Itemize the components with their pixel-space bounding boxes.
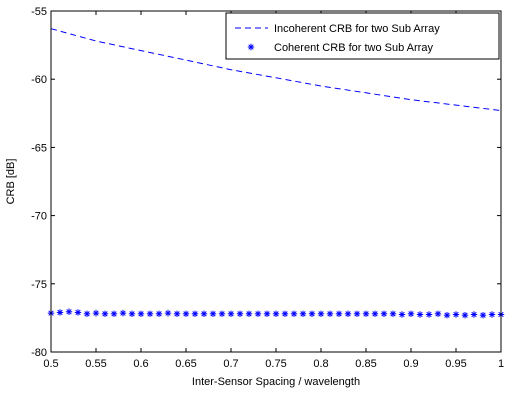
data-point-coherent [74, 309, 82, 316]
data-point-coherent [353, 310, 361, 318]
plot-area [47, 28, 505, 319]
data-point-coherent [245, 310, 253, 318]
data-point-coherent [290, 310, 298, 318]
x-tick-label: 0.9 [403, 358, 418, 370]
data-point-coherent [137, 310, 145, 318]
y-tick-label: -70 [31, 211, 47, 223]
data-point-coherent [272, 310, 280, 318]
data-point-coherent [209, 310, 217, 318]
legend-box [225, 12, 500, 60]
y-axis-label: CRB [dB] [5, 159, 17, 205]
data-point-coherent [461, 311, 469, 319]
y-tick-label: -80 [31, 347, 47, 359]
legend-label-coherent: Coherent CRB for two Sub Array [274, 42, 433, 54]
data-point-coherent [335, 310, 343, 318]
data-point-coherent [227, 310, 235, 318]
data-point-coherent [254, 310, 262, 318]
legend-swatch-coherent [247, 43, 255, 51]
data-point-coherent [119, 309, 127, 317]
data-point-coherent [362, 310, 370, 318]
data-point-coherent [416, 311, 424, 318]
data-point-coherent [389, 310, 397, 318]
data-point-coherent [443, 311, 451, 319]
data-point-coherent [218, 310, 226, 318]
axis-ticks: 0.5 0.55 0.6 0.65 0.7 0.75 0.8 0.85 0.9 0.95 1 -80 -… [31, 6, 504, 370]
data-point-coherent [479, 311, 487, 319]
data-point-coherent [101, 310, 109, 318]
data-point-coherent [200, 310, 208, 318]
data-point-coherent [434, 310, 442, 318]
data-point-coherent [110, 310, 118, 318]
data-point-coherent [425, 311, 433, 318]
data-point-coherent [371, 310, 379, 318]
data-point-coherent [407, 310, 415, 318]
x-tick-label: 0.75 [265, 358, 286, 370]
data-point-coherent [380, 310, 388, 318]
data-point-coherent [344, 310, 352, 318]
x-tick-label: 0.5 [43, 358, 58, 370]
x-tick-label: 0.65 [175, 358, 196, 370]
data-point-coherent [155, 310, 163, 318]
data-point-coherent [56, 309, 64, 316]
x-tick-label: 0.85 [355, 358, 376, 370]
data-point-coherent [326, 310, 334, 318]
legend-marker-asterisk [247, 43, 255, 51]
x-tick-label: 0.95 [445, 358, 466, 370]
series-line-incoherent [50, 28, 502, 112]
x-axis-label: Inter-Sensor Spacing / wavelength [192, 376, 360, 388]
x-tick-label: 0.6 [133, 358, 148, 370]
data-point-coherent [191, 310, 199, 318]
data-point-coherent [128, 310, 136, 318]
data-point-coherent [92, 309, 100, 317]
data-point-coherent [281, 310, 289, 318]
data-point-coherent [263, 310, 271, 318]
data-point-coherent [146, 310, 154, 318]
data-point-coherent [65, 308, 73, 315]
data-point-coherent [470, 311, 478, 318]
legend-label-incoherent: Incoherent CRB for two Sub Array [274, 23, 440, 35]
y-tick-label: -60 [31, 74, 47, 86]
data-point-coherent [182, 310, 190, 318]
data-point-coherent [308, 310, 316, 318]
legend: Incoherent CRB for two Sub Array Coheren… [225, 12, 500, 60]
data-point-coherent [398, 311, 406, 318]
y-tick-label: -75 [31, 279, 47, 291]
data-point-coherent [164, 309, 172, 317]
y-tick-label: -55 [31, 6, 47, 18]
data-point-coherent [83, 310, 91, 318]
data-point-coherent [236, 310, 244, 318]
data-point-coherent [173, 310, 181, 318]
data-point-coherent [488, 311, 496, 318]
x-tick-label: 0.8 [313, 358, 328, 370]
data-point-coherent [317, 310, 325, 318]
x-tick-label: 0.7 [223, 358, 238, 370]
x-tick-label: 1 [498, 358, 504, 370]
x-tick-label: 0.55 [85, 358, 106, 370]
data-point-coherent [452, 311, 460, 318]
data-point-coherent [299, 310, 307, 318]
y-tick-label: -65 [31, 142, 47, 154]
